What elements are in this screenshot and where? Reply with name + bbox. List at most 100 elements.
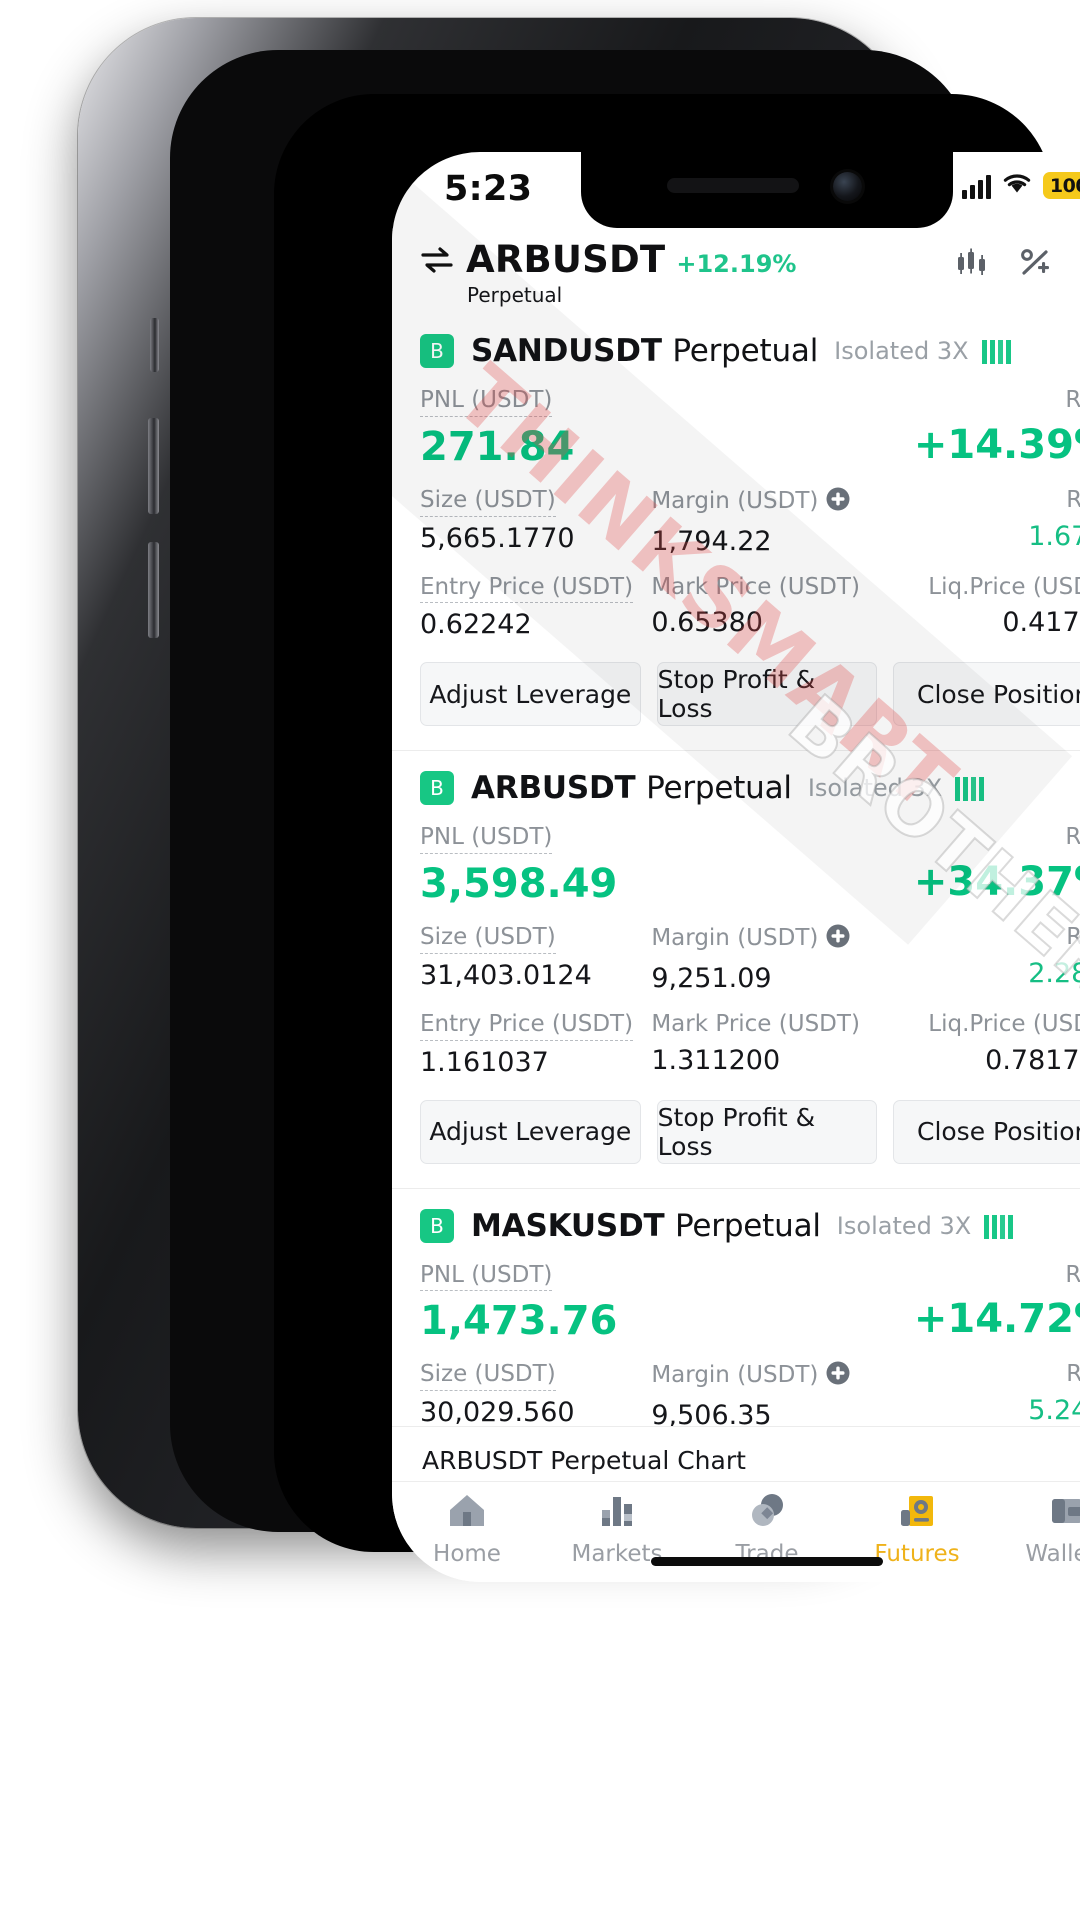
header-subtitle: Perpetual	[467, 283, 563, 307]
margin-mode-label: Isolated 3X	[807, 774, 943, 803]
entry-price-value: 0.62242	[420, 609, 532, 641]
position-actions: Adjust Leverage Stop Profit & Loss Close…	[420, 662, 1080, 746]
risk-value: 5.24%	[1028, 1395, 1080, 1426]
signal-icon	[962, 173, 991, 199]
coins-icon	[745, 1490, 789, 1534]
home-icon	[445, 1490, 489, 1534]
exchange-badge: B	[420, 1208, 454, 1243]
roe-value: +14.72%	[913, 1296, 1080, 1343]
size-label: Size (USDT)	[420, 1360, 556, 1391]
pnl-row: PNL (USDT) 3,598.49 ROE +34.37%	[420, 823, 1080, 907]
app-header: ARBUSDT +12.19% Perpetual	[392, 228, 1080, 314]
margin-mode-label: Isolated 3X	[836, 1211, 972, 1240]
mark-price-label: Mark Price (USDT)	[651, 573, 860, 600]
exchange-badge: B	[420, 334, 454, 368]
position-card[interactable]: B ARBUSDT Perpetual Isolated 3X	[392, 751, 1080, 1189]
pnl-value: 3,598.49	[420, 861, 618, 907]
size-value: 30,029.560	[420, 1397, 575, 1426]
roe-cell: ROE +34.37%	[767, 823, 1080, 907]
add-margin-icon[interactable]	[825, 1360, 851, 1394]
front-camera	[833, 172, 862, 201]
pnl-label: PNL (USDT)	[420, 1261, 553, 1292]
header-symbol-group[interactable]: ARBUSDT +12.19% Perpetual	[420, 238, 796, 307]
nav-item-futures[interactable]: Futures	[842, 1490, 992, 1567]
roe-value: +34.37%	[913, 859, 1080, 905]
close-position-button[interactable]: Close Position	[893, 1099, 1080, 1164]
position-actions: Adjust Leverage Stop Profit & Loss Close…	[420, 1099, 1080, 1184]
buy-sell-toggle-icon[interactable]	[1020, 248, 1052, 282]
positions-list[interactable]: B SANDUSDT Perpetual Isolated 3X	[392, 314, 1080, 1426]
close-position-button[interactable]: Close Position	[893, 662, 1080, 727]
earpiece-speaker	[667, 178, 799, 193]
position-card-header: B ARBUSDT Perpetual Isolated 3X	[420, 769, 1080, 807]
size-label: Size (USDT)	[420, 923, 556, 954]
roe-label: ROE	[1065, 1261, 1080, 1288]
margin-label: Margin (USDT)	[651, 1360, 882, 1394]
risk-label: Risk	[1066, 924, 1080, 950]
add-margin-icon[interactable]	[825, 923, 851, 957]
margin-value: 9,506.35	[651, 1400, 772, 1426]
exchange-badge: B	[420, 771, 454, 806]
bar-chart-icon	[595, 1490, 639, 1534]
size-value: 5,665.1770	[420, 522, 575, 554]
silent-switch[interactable]	[150, 318, 159, 372]
futures-icon	[895, 1490, 939, 1534]
risk-cell: Risk 1.67%	[883, 486, 1080, 557]
nav-label: Home	[433, 1541, 501, 1567]
nav-item-wallets[interactable]: Wallets	[992, 1490, 1080, 1567]
volume-down-button[interactable]	[148, 542, 159, 638]
add-margin-icon[interactable]	[825, 486, 851, 520]
entry-price-label: Entry Price (USDT)	[420, 1010, 634, 1041]
volume-up-button[interactable]	[148, 418, 159, 514]
stop-profit-loss-button[interactable]: Stop Profit & Loss	[656, 662, 878, 727]
roe-cell: ROE +14.72%	[767, 1261, 1080, 1345]
position-pair: MASKUSDT Perpetual	[471, 1207, 821, 1244]
liq-price-cell: Liq.Price (USDT) 0.781720	[883, 1010, 1080, 1078]
margin-cell: Margin (USDT) 9,251.09	[651, 923, 882, 994]
size-value: 31,403.0124	[420, 959, 592, 991]
adjust-leverage-button[interactable]: Adjust Leverage	[420, 1099, 641, 1164]
battery-level-text: 100	[1043, 172, 1080, 199]
phone-screen: 5:23 100	[392, 152, 1080, 1582]
position-card-header: B SANDUSDT Perpetual Isolated 3X	[420, 332, 1080, 370]
price-row: Entry Price (USDT) 1.161037 Mark Price (…	[420, 1010, 1080, 1078]
liq-price-label: Liq.Price (USDT)	[928, 1010, 1080, 1037]
home-indicator[interactable]	[651, 1557, 883, 1566]
wallet-icon	[1045, 1490, 1080, 1534]
adjust-leverage-button[interactable]: Adjust Leverage	[420, 662, 641, 727]
liq-price-label: Liq.Price (USDT)	[928, 573, 1080, 600]
risk-value: 2.28%	[1028, 957, 1080, 989]
mark-price-value: 1.311200	[651, 1044, 781, 1076]
pnl-label: PNL (USDT)	[420, 823, 553, 854]
roe-label: ROE	[1065, 387, 1080, 413]
margin-mode-label: Isolated 3X	[834, 337, 969, 365]
size-cell: Size (USDT) 30,029.560	[420, 1360, 651, 1426]
liq-price-value: 0.41787	[1002, 607, 1080, 639]
wifi-icon	[1002, 172, 1032, 199]
position-pair: ARBUSDT Perpetual	[471, 770, 792, 807]
position-card[interactable]: B MASKUSDT Perpetual Isolated 3X	[392, 1189, 1080, 1426]
swap-arrows-icon[interactable]	[420, 247, 454, 277]
price-row: Entry Price (USDT) 0.62242 Mark Price (U…	[420, 573, 1080, 641]
mark-price-value: 0.65380	[651, 607, 763, 639]
nav-label: Wallets	[1025, 1541, 1080, 1567]
nav-label: Futures	[874, 1541, 960, 1567]
depth-chart-icon[interactable]	[956, 248, 990, 282]
nav-item-home[interactable]: Home	[392, 1490, 542, 1567]
roe-value: +14.39%	[913, 421, 1080, 468]
nav-item-markets[interactable]: Markets	[542, 1490, 692, 1567]
position-card[interactable]: B SANDUSDT Perpetual Isolated 3X	[392, 314, 1080, 752]
liq-price-cell: Liq.Price (USDT) 0.41787	[883, 573, 1080, 641]
pnl-cell: PNL (USDT) 271.84	[420, 386, 767, 470]
pnl-row: PNL (USDT) 1,473.76 ROE +14.72%	[420, 1261, 1080, 1345]
margin-cell: Margin (USDT) 1,794.22	[651, 486, 882, 557]
nav-label: Markets	[571, 1541, 663, 1567]
stop-profit-loss-button[interactable]: Stop Profit & Loss	[656, 1099, 878, 1164]
status-indicators: 100	[962, 172, 1080, 199]
risk-cell: Risk 2.28%	[883, 923, 1080, 994]
nav-item-trade[interactable]: Trade	[692, 1490, 842, 1567]
pnl-value: 271.84	[420, 423, 575, 470]
leverage-bars-icon	[955, 775, 985, 802]
leverage-bars-icon	[981, 338, 1011, 364]
margin-value: 9,251.09	[651, 962, 772, 994]
